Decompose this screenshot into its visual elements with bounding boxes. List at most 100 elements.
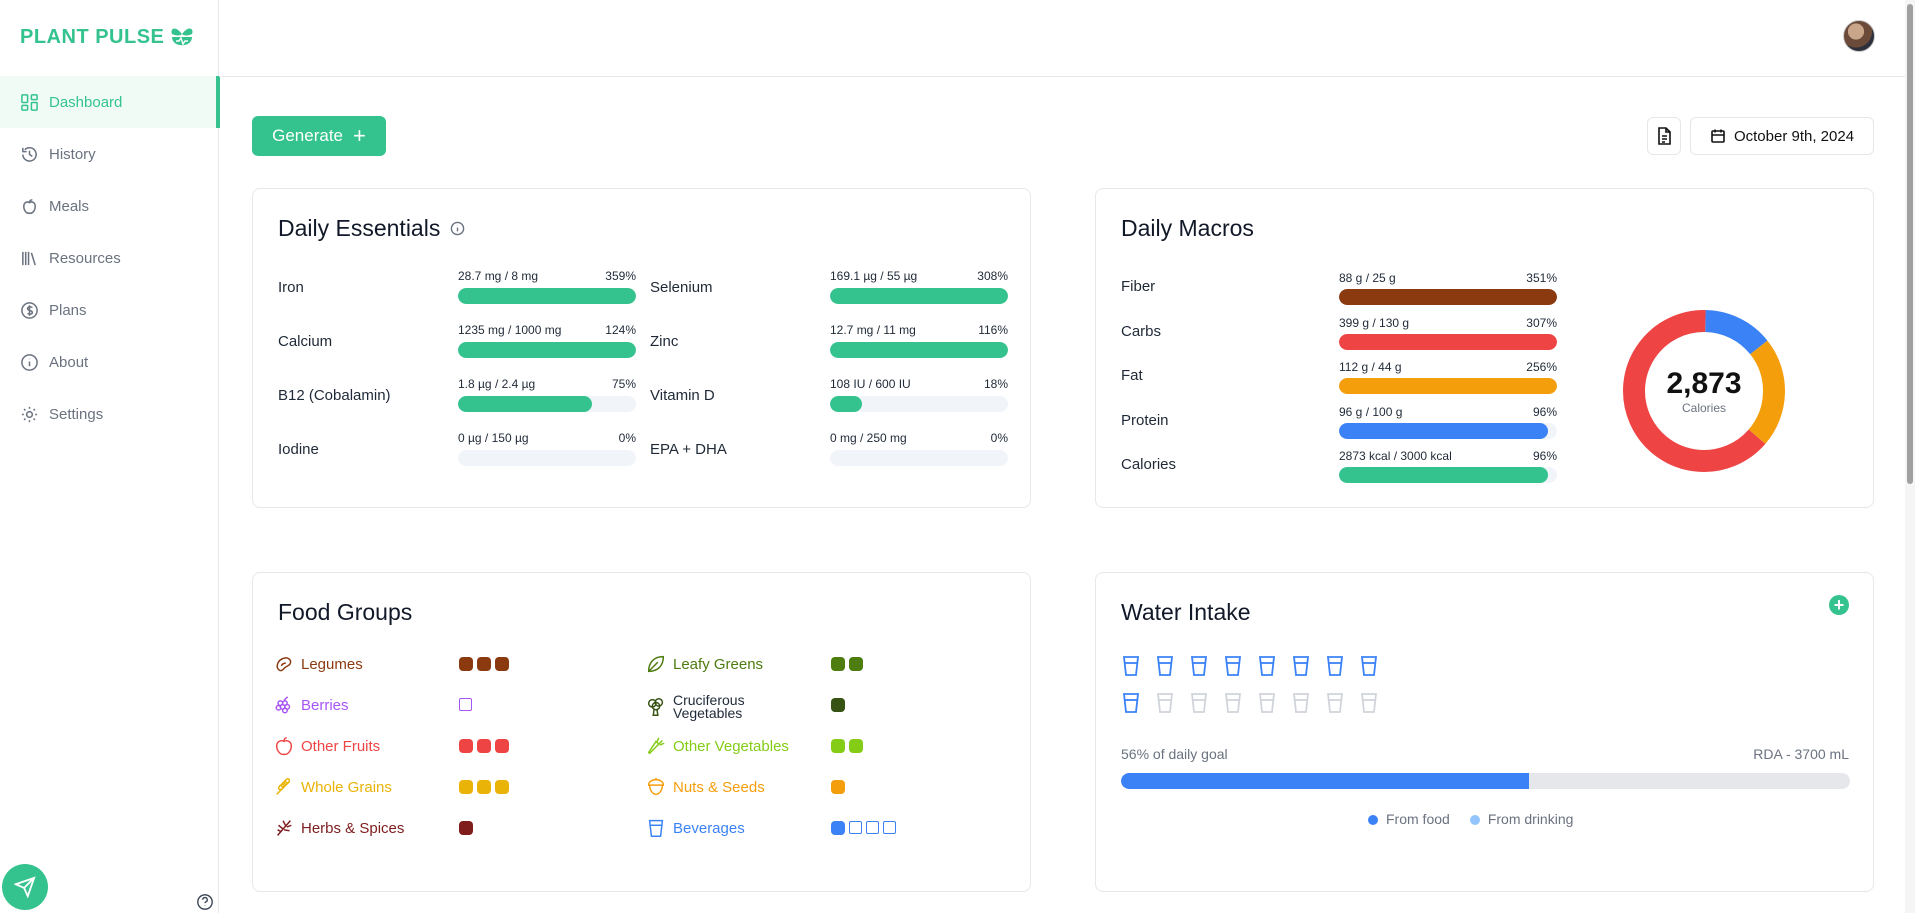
history-icon [22,146,37,162]
help-button[interactable] [196,893,214,911]
serving-empty[interactable] [849,821,862,834]
info-icon[interactable] [450,221,465,236]
water-cup-filled-icon[interactable] [1224,655,1244,682]
serving-filled[interactable] [849,657,863,671]
food-group-label-line: Cruciferous [673,692,745,708]
essential-amount: 169.1 µg / 55 µg [830,269,918,283]
water-cup-empty-icon[interactable] [1224,692,1244,719]
essential-progress-fill [830,342,1008,358]
serving-empty[interactable] [459,698,472,711]
water-intake-title: Water Intake [1121,599,1251,626]
serving-filled[interactable] [459,821,473,835]
water-rda-text: RDA - 3700 mL [1753,746,1849,762]
essential-percent: 359% [605,269,636,283]
serving-filled[interactable] [459,780,473,794]
food-group-herbs-spices[interactable]: Herbs & Spices [273,817,404,839]
water-cup-filled-icon[interactable] [1122,692,1142,719]
scrollbar[interactable] [1905,0,1915,913]
macro-progress-fill [1339,467,1549,483]
water-cup-filled-icon[interactable] [1360,655,1380,682]
serving-filled[interactable] [831,821,845,835]
food-group-berries[interactable]: Berries [273,694,349,716]
document-icon [1658,127,1671,145]
app-name: PLANT PULSE [20,25,165,48]
serving-filled[interactable] [459,739,473,753]
sidebar-item-history[interactable]: History [0,128,219,180]
carrot-icon [645,735,667,757]
water-cup-filled-icon[interactable] [1258,655,1278,682]
serving-empty[interactable] [866,821,879,834]
serving-filled[interactable] [831,657,845,671]
macro-label: Calories [1121,456,1177,473]
sidebar-item-settings[interactable]: Settings [0,388,219,440]
water-cup-filled-icon[interactable] [1122,655,1142,682]
food-group-beverages[interactable]: Beverages [645,817,745,839]
food-group-label: Whole Grains [301,778,392,796]
app-logo[interactable]: PLANT PULSE [20,20,196,54]
food-group-servings [459,780,509,794]
food-group-legumes[interactable]: Legumes [273,653,363,675]
food-group-other-fruits[interactable]: Other Fruits [273,735,380,757]
send-feedback-button[interactable] [2,864,48,910]
sidebar-item-resources[interactable]: Resources [0,232,219,284]
sidebar-item-label: Plans [49,301,87,319]
macro-percent: 307% [1526,315,1557,330]
macro-progress-fill [1339,333,1557,350]
generate-button[interactable]: Generate + [252,116,386,156]
essential-amount: 0 mg / 250 mg [830,431,907,445]
avatar[interactable] [1843,20,1875,52]
card-title-text: Food Groups [278,599,413,625]
serving-filled[interactable] [495,780,509,794]
date-picker[interactable]: October 9th, 2024 [1690,117,1874,155]
food-group-other-vegetables[interactable]: Other Vegetables [645,735,789,757]
card-title-text: Daily Essentials [278,215,441,241]
water-cup-filled-icon[interactable] [1292,655,1312,682]
serving-filled[interactable] [495,657,509,671]
serving-filled[interactable] [459,657,473,671]
add-water-button[interactable]: + [1829,595,1849,615]
essential-progress-fill [830,396,863,412]
water-cup-empty-icon[interactable] [1360,692,1380,719]
serving-filled[interactable] [831,698,845,712]
food-group-whole-grains[interactable]: Whole Grains [273,776,392,798]
water-cup-filled-icon[interactable] [1156,655,1176,682]
macro-label: Fat [1121,367,1143,384]
date-label: October 9th, 2024 [1733,127,1855,145]
food-group-label: Nuts & Seeds [673,778,765,796]
water-cup-filled-icon[interactable] [1326,655,1346,682]
water-cup-empty-icon[interactable] [1326,692,1346,719]
food-group-servings [831,698,845,712]
water-cup-empty-icon[interactable] [1190,692,1210,719]
serving-empty[interactable] [883,821,896,834]
essential-label: Selenium [650,279,713,296]
sidebar-item-about[interactable]: About [0,336,219,388]
water-cup-empty-icon[interactable] [1292,692,1312,719]
food-groups-title: Food Groups [278,599,412,626]
water-cup-empty-icon[interactable] [1258,692,1278,719]
report-button[interactable] [1647,117,1681,155]
serving-filled[interactable] [477,657,491,671]
serving-filled[interactable] [831,739,845,753]
food-group-nuts-seeds[interactable]: Nuts & Seeds [645,776,765,798]
sidebar-item-dashboard[interactable]: Dashboard [0,76,220,128]
calories-donut-chart [1623,310,1785,472]
serving-filled[interactable] [477,739,491,753]
serving-filled[interactable] [477,780,491,794]
food-group-label: Leafy Greens [673,655,764,673]
serving-filled[interactable] [849,739,863,753]
sidebar-item-meals[interactable]: Meals [0,180,219,232]
water-cup-filled-icon[interactable] [1190,655,1210,682]
essential-label: Iodine [278,441,319,458]
serving-filled[interactable] [495,739,509,753]
broccoli-icon [645,696,667,718]
food-group-cruciferous-vegetables[interactable]: Cruciferous Vegetables [645,692,745,720]
water-cup-empty-icon[interactable] [1156,692,1176,719]
scrollbar-thumb[interactable] [1907,4,1913,484]
serving-filled[interactable] [831,780,845,794]
essential-amount: 1.8 µg / 2.4 µg [458,377,536,391]
food-group-leafy-greens[interactable]: Leafy Greens [645,653,763,675]
donut-segment-protein [1704,310,1768,355]
macro-amount: 112 g / 44 g [1339,360,1402,374]
sidebar-item-plans[interactable]: Plans [0,284,219,336]
essential-progress-fill [830,288,1008,304]
